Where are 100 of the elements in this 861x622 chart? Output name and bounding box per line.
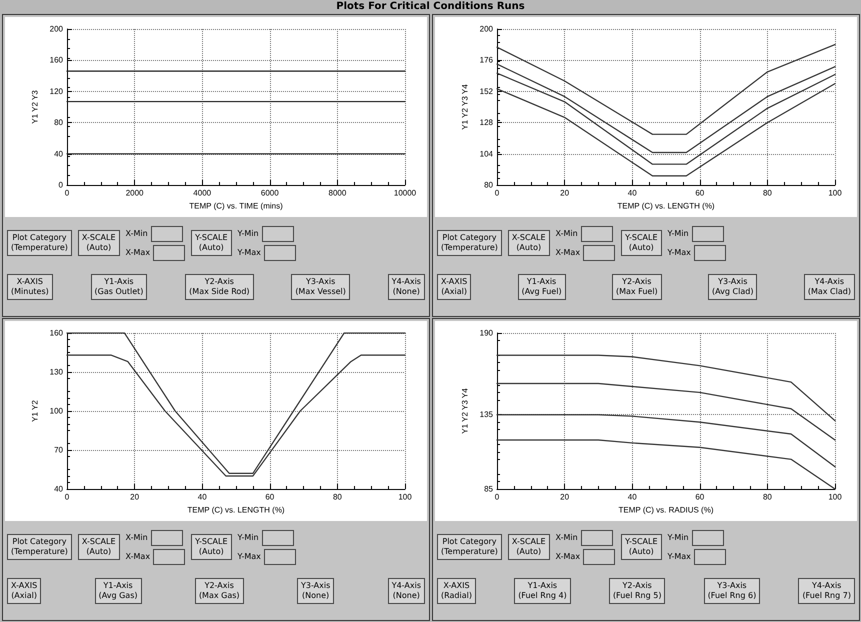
- button: Y4-Axis (Fuel Rng 7): [798, 578, 855, 604]
- button: Y3-Axis (Max Vessel): [291, 274, 350, 300]
- button: Y4-Axis (Max Clad): [804, 274, 855, 300]
- button: Plot Category (Temperature): [437, 534, 502, 560]
- x-tick-label: 4000: [193, 188, 212, 198]
- button: X-AXIS (Axial): [437, 274, 472, 300]
- x-tick-label: 100: [828, 492, 842, 502]
- x-tick-label: 6000: [260, 188, 280, 198]
- button: Y-SCALE (Auto): [191, 230, 232, 256]
- text: Y-Max: [238, 552, 261, 561]
- y-axis-title: Y1 Y2 Y3: [30, 90, 40, 124]
- y-axis-title: Y1 Y2 Y3 Y4: [460, 388, 470, 434]
- line-series: [496, 414, 836, 468]
- x-tick-label: 60: [695, 492, 705, 502]
- y-tick-label: 80: [484, 180, 494, 190]
- text: X-Max: [556, 248, 580, 257]
- button: Y1-Axis (Fuel Rng 4): [514, 578, 571, 604]
- button: Y3-Axis (Avg Clad): [708, 274, 758, 300]
- text: Y-Max: [238, 248, 261, 257]
- text: Y-Min: [668, 533, 689, 542]
- y-tick-label: 104: [480, 149, 494, 158]
- line-series: [496, 63, 836, 154]
- text: Y-Max: [668, 248, 691, 257]
- text: X-Min: [126, 533, 148, 542]
- button: Y4-Axis (None): [388, 578, 425, 604]
- x-tick-label: 0: [494, 188, 500, 198]
- button: X-SCALE (Auto): [508, 230, 550, 256]
- line-series: [496, 44, 836, 135]
- x-axis-title: TEMP (C) vs. RADIUS (%): [618, 505, 714, 514]
- y-tick-label: 40: [54, 484, 64, 494]
- x-tick-label: 100: [398, 492, 412, 502]
- button: Y3-Axis (None): [296, 578, 334, 604]
- x-tick-label: 80: [762, 492, 772, 502]
- x-tick-label: 0: [64, 492, 70, 502]
- button: X-SCALE (Auto): [508, 534, 550, 560]
- text: X-Min: [556, 229, 578, 238]
- y-tick-label: 0: [58, 180, 64, 190]
- y-tick-label: 100: [50, 406, 64, 416]
- button: Y2-Axis (Max Fuel): [612, 274, 662, 300]
- button: Y3-Axis (Fuel Rng 6): [704, 578, 760, 604]
- y-tick-label: 200: [50, 24, 64, 34]
- button: X-AXIS (Axial): [7, 578, 42, 604]
- button: X-AXIS (Radial): [437, 578, 476, 604]
- x-tick-label: 0: [64, 188, 70, 198]
- y-axis-title: Y1 Y2: [30, 400, 40, 422]
- button: Y2-Axis (Max Gas): [194, 578, 244, 604]
- button: X-SCALE (Auto): [78, 534, 120, 560]
- y-tick-label: 40: [54, 149, 64, 158]
- x-tick-label: 80: [762, 188, 772, 198]
- x-tick-label: 8000: [328, 188, 347, 198]
- y-tick-label: 200: [480, 24, 494, 34]
- button: Y1-Axis (Avg Gas): [94, 578, 142, 604]
- button: X-AXIS (Minutes): [7, 274, 53, 300]
- y-tick-label: 130: [50, 368, 64, 376]
- text: X-Max: [556, 552, 580, 561]
- text: X-Min: [556, 533, 578, 542]
- y-tick-label: 70: [54, 446, 64, 454]
- line-series: [496, 72, 836, 165]
- x-tick-label: 40: [628, 188, 638, 198]
- y-tick-label: 120: [50, 86, 64, 96]
- x-tick-label: 2000: [126, 188, 144, 198]
- y-tick-label: 176: [480, 56, 494, 65]
- text: X-Min: [126, 229, 148, 238]
- text: Y-Max: [668, 552, 691, 561]
- y-tick-label: 80: [54, 118, 64, 128]
- button: Plot Category (Temperature): [437, 230, 502, 256]
- x-tick-label: 10000: [394, 188, 417, 198]
- x-tick-label: 20: [560, 492, 570, 502]
- button: Y1-Axis (Avg Fuel): [518, 274, 566, 300]
- y-tick-label: 135: [480, 410, 494, 420]
- x-tick-label: 60: [265, 492, 275, 502]
- x-axis-title: TEMP (C) vs. TIME (mins): [189, 201, 284, 210]
- y-tick-label: 160: [50, 56, 64, 65]
- text: Plots For Critical Conditions Runs: [335, 0, 526, 14]
- button: Y-SCALE (Auto): [621, 230, 662, 256]
- button: Plot Category (Temperature): [7, 534, 72, 560]
- x-tick-label: 100: [828, 188, 842, 198]
- x-tick-label: 20: [560, 188, 570, 198]
- line-series: [496, 354, 836, 422]
- y-tick-label: 85: [484, 484, 494, 494]
- y-tick-label: 190: [480, 328, 494, 338]
- x-tick-label: 80: [332, 492, 342, 502]
- text: Y-Min: [238, 229, 259, 238]
- x-tick-label: 40: [198, 492, 208, 502]
- button: Y-SCALE (Auto): [191, 534, 232, 560]
- line-series: [496, 382, 836, 441]
- text: Y-Min: [238, 533, 259, 542]
- button: Y1-Axis (Gas Outlet): [90, 274, 148, 300]
- button: Y4-Axis (None): [388, 274, 425, 300]
- button: X-SCALE (Auto): [78, 230, 120, 256]
- button: Plot Category (Temperature): [7, 230, 72, 256]
- button: Y-SCALE (Auto): [621, 534, 662, 560]
- text: X-Max: [126, 248, 150, 257]
- x-tick-label: 60: [695, 188, 705, 198]
- text: Y-Min: [668, 229, 689, 238]
- y-tick-label: 128: [480, 118, 494, 128]
- y-axis-title: Y1 Y2 Y3 Y4: [460, 84, 470, 130]
- x-tick-label: 40: [628, 492, 638, 502]
- x-axis-title: TEMP (C) vs. LENGTH (%): [187, 505, 285, 514]
- x-axis-title: TEMP (C) vs. LENGTH (%): [617, 201, 715, 210]
